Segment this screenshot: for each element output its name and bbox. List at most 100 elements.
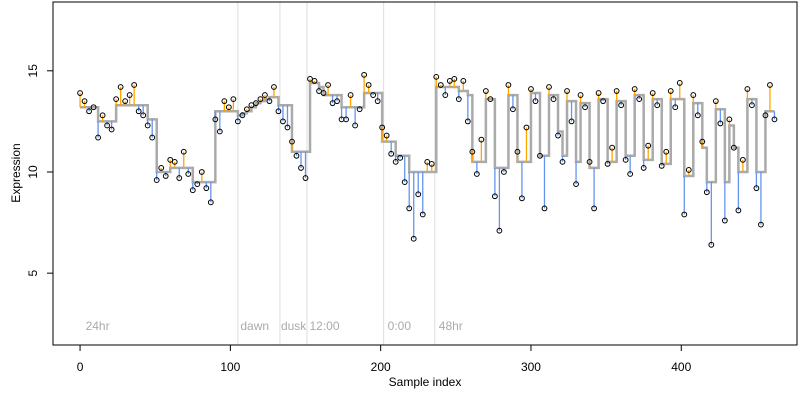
point [577,92,584,98]
point [410,235,417,242]
point [388,150,395,157]
point [239,112,246,119]
point [113,96,120,103]
point [230,96,237,103]
point [86,108,92,115]
point [442,92,449,98]
point [397,154,404,161]
point [771,116,778,123]
point [392,158,399,165]
point [510,106,516,113]
point [271,84,277,90]
point [767,82,773,88]
plot-frame [52,1,798,346]
point [135,108,142,115]
point [505,82,512,88]
y-axis-label: Expression [9,143,23,202]
point [347,92,354,98]
point [162,173,169,179]
point [311,78,318,84]
point [744,86,751,92]
point [703,189,710,196]
point [207,199,214,206]
point [343,116,349,123]
point [631,86,638,92]
point [681,211,688,218]
x-tick-label: 100 [220,360,240,374]
annotation: dusk [281,319,307,333]
point [433,73,440,80]
point [316,88,322,94]
x-tick-label: 200 [371,360,391,374]
point [140,112,147,119]
point [708,241,715,248]
point [600,98,607,105]
point [546,84,552,90]
annotation: 24hr [86,319,110,333]
point [334,98,340,105]
point [171,158,178,165]
point [275,108,282,115]
point [573,181,579,188]
point [243,106,250,113]
point [374,98,381,105]
point [514,148,521,155]
point [749,102,755,109]
point [194,181,201,188]
point [99,112,106,119]
point [307,75,313,82]
point [383,132,390,139]
point [622,156,629,163]
point [185,171,192,177]
point [541,205,548,212]
point [649,90,656,96]
point [658,163,665,169]
point [568,118,575,125]
point [528,86,534,92]
point [609,144,616,151]
point [280,118,286,125]
point [284,124,291,131]
point [595,90,602,96]
point [126,92,133,98]
point [419,211,426,218]
fitted-step-line [80,81,775,184]
point [491,193,498,200]
point [672,104,679,111]
point [685,167,692,173]
point [586,158,593,165]
point [482,88,489,94]
point [460,78,467,84]
point [293,152,300,159]
point [676,80,683,86]
point [559,158,566,165]
point [302,175,309,181]
point [699,138,706,145]
point [564,88,570,94]
point [636,96,643,103]
point [81,98,88,105]
point [473,171,480,177]
point [131,82,138,88]
point [225,104,232,111]
annotation: 0:00 [388,319,412,333]
point [424,158,431,165]
point [735,207,742,214]
y-tick-label: 15 [26,64,40,78]
point [248,102,255,109]
annotation: 12:00 [310,319,340,333]
point [298,165,304,171]
annotation: dawn [240,319,269,333]
point [104,122,111,129]
x-tick-label: 0 [77,360,84,374]
point [158,165,165,171]
x-axis-label: Sample index [389,375,462,389]
point [753,185,760,192]
point [257,96,264,103]
point [758,221,764,228]
point [428,160,435,167]
x-tick-label: 400 [671,360,691,374]
point [365,82,372,88]
point [144,122,151,129]
